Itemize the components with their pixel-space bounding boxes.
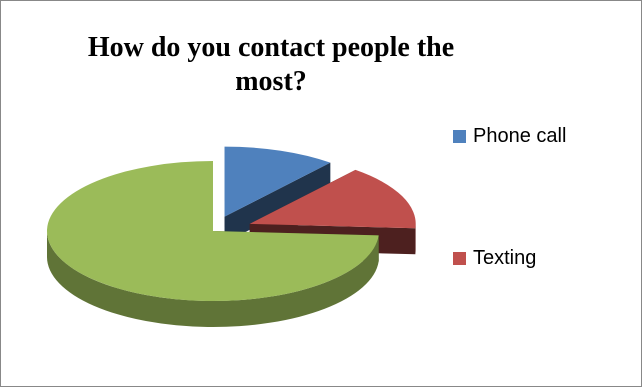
legend-swatch-texting bbox=[453, 252, 466, 265]
legend-item-phone-call: Phone call bbox=[453, 125, 566, 148]
phone-call-slice bbox=[224, 146, 331, 217]
texting-slice bbox=[249, 169, 416, 229]
phone-call-slice-cut-face bbox=[224, 162, 331, 243]
chart-title: How do you contact people the most? bbox=[87, 32, 455, 97]
other-slice bbox=[46, 161, 379, 301]
legend-label-phone-call: Phone call bbox=[473, 125, 567, 147]
legend-label-texting: Texting bbox=[473, 247, 537, 269]
legend-swatch-phone-call bbox=[453, 130, 466, 143]
other-slice-side bbox=[47, 231, 379, 327]
legend-item-texting: Texting bbox=[453, 247, 536, 270]
